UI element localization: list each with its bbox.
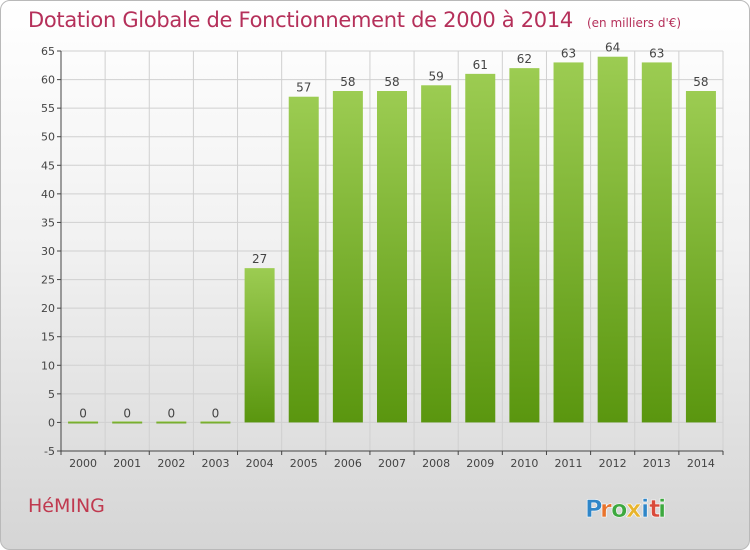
bar-2013 xyxy=(641,62,672,423)
x-tick-label: 2001 xyxy=(113,457,141,470)
bar-2007 xyxy=(377,91,407,423)
bar-value-label: 59 xyxy=(428,69,443,83)
bar-2008 xyxy=(421,85,452,423)
chart-title: Dotation Globale de Fonctionnement de 20… xyxy=(28,8,681,32)
bar-2004 xyxy=(244,268,275,423)
y-tick-label: 5 xyxy=(48,388,55,401)
y-tick-label: 40 xyxy=(41,188,55,201)
y-tick-label: 50 xyxy=(41,131,55,144)
x-tick-label: 2010 xyxy=(510,457,538,470)
bar-2001 xyxy=(112,421,143,424)
x-tick-label: 2012 xyxy=(599,457,627,470)
y-tick-label: 0 xyxy=(48,416,55,429)
logo-letter: i xyxy=(641,495,649,523)
data-labels: 0 0 0 0 27 57 58 58 59 61 62 63 64 63 58 xyxy=(79,41,708,421)
logo-letter: x xyxy=(626,495,642,523)
x-tick-label: 2002 xyxy=(157,457,185,470)
logo-letter: o xyxy=(611,495,628,523)
bar-value-label: 61 xyxy=(473,58,488,72)
logo-letter: i xyxy=(658,495,666,523)
logo-letter: P xyxy=(585,495,603,523)
bar-value-label: 62 xyxy=(517,52,532,66)
x-tick-label: 2008 xyxy=(422,457,450,470)
bar-2002 xyxy=(156,421,187,424)
x-tick-label: 2005 xyxy=(290,457,318,470)
x-tick-label: 2003 xyxy=(201,457,229,470)
logo-letter: r xyxy=(600,495,612,523)
x-tick-label: 2006 xyxy=(334,457,362,470)
y-tick-label: 25 xyxy=(41,274,55,287)
bar-2010 xyxy=(509,68,540,423)
bar-value-label: 58 xyxy=(384,75,399,89)
logo-letter: t xyxy=(649,495,660,523)
x-tick-label: 2013 xyxy=(643,457,671,470)
bar-value-label: 0 xyxy=(79,406,87,420)
bar-value-label: 0 xyxy=(212,406,220,420)
bar-2012 xyxy=(597,56,628,423)
bar-value-label: 0 xyxy=(123,406,131,420)
commune-name: HéMING xyxy=(28,495,105,517)
bar-value-label: 27 xyxy=(252,252,267,266)
y-tick-label: 15 xyxy=(41,331,55,344)
x-tick-label: 2004 xyxy=(246,457,274,470)
chart-title-text: Dotation Globale de Fonctionnement de 20… xyxy=(28,8,573,32)
bar-2005 xyxy=(288,96,319,423)
y-tick-label: 60 xyxy=(41,74,55,87)
bar-value-label: 0 xyxy=(168,406,176,420)
y-tick-label: 45 xyxy=(41,159,55,172)
bar-2000 xyxy=(68,421,99,424)
y-tick-label: 10 xyxy=(41,359,55,372)
bars xyxy=(68,56,716,424)
bar-value-label: 58 xyxy=(693,75,708,89)
axes: -5 0 5 10 15 20 25 30 35 40 45 50 55 60 65 2000 2001 2002… xyxy=(41,45,724,470)
chart-unit: (en milliers d'€) xyxy=(586,16,682,30)
x-tick-label: 2011 xyxy=(555,457,583,470)
y-tick-label: 20 xyxy=(41,302,55,315)
x-tick-label: 2014 xyxy=(687,457,715,470)
bar-value-label: 57 xyxy=(296,81,311,95)
bar-value-label: 63 xyxy=(649,46,664,60)
y-tick-label: 30 xyxy=(41,245,55,258)
y-tick-label: 65 xyxy=(41,45,55,58)
bar-2009 xyxy=(465,73,496,423)
bar-value-label: 63 xyxy=(561,46,576,60)
bar-value-label: 64 xyxy=(605,41,620,55)
x-tick-label: 2007 xyxy=(378,457,406,470)
y-tick-label: 55 xyxy=(41,102,55,115)
x-tick-label: 2009 xyxy=(466,457,494,470)
bar-2003 xyxy=(200,421,231,424)
bar-2011 xyxy=(553,62,584,423)
bar-2006 xyxy=(332,91,363,423)
proxiti-logo: Pr ox i ti xyxy=(585,495,667,524)
bar-value-label: 58 xyxy=(340,75,355,89)
bar-2014 xyxy=(685,91,716,423)
x-tick-label: 2000 xyxy=(69,457,97,470)
y-tick-label: -5 xyxy=(44,445,55,458)
y-tick-label: 35 xyxy=(41,216,55,229)
